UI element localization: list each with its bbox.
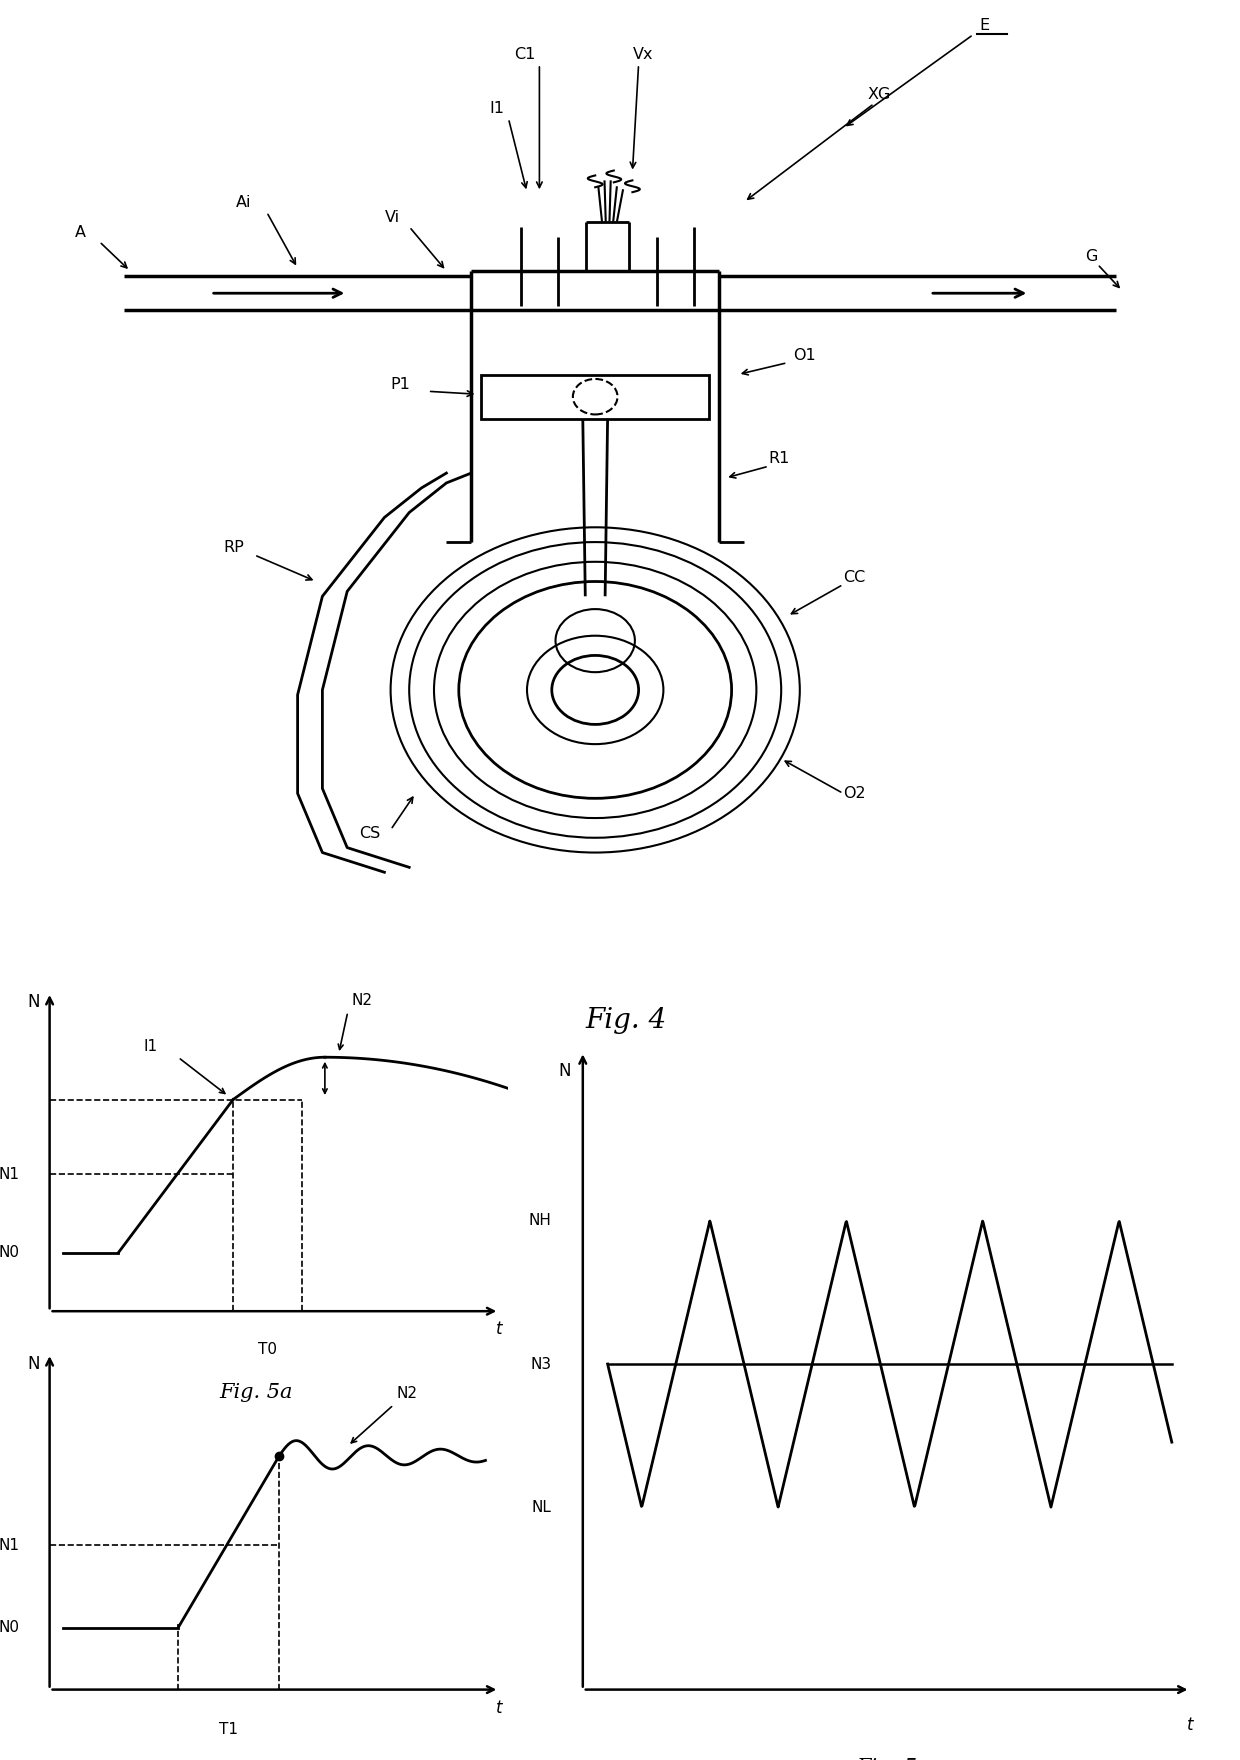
Text: t: t — [496, 1320, 502, 1338]
Text: Vx: Vx — [632, 48, 653, 62]
Text: T0: T0 — [258, 1341, 277, 1357]
Text: XG: XG — [868, 86, 892, 102]
Text: I1: I1 — [144, 1038, 157, 1054]
Text: R1: R1 — [769, 451, 790, 466]
Text: Ai: Ai — [236, 195, 250, 209]
Text: Fig. 5a: Fig. 5a — [219, 1383, 293, 1403]
Text: O1: O1 — [794, 348, 816, 363]
Text: t: t — [1187, 1716, 1194, 1734]
Text: E: E — [980, 18, 990, 33]
Text: T1: T1 — [219, 1723, 238, 1737]
Text: RP: RP — [223, 540, 244, 554]
Text: N0: N0 — [0, 1621, 20, 1635]
Text: t: t — [496, 1700, 502, 1718]
Text: CS: CS — [360, 825, 381, 841]
Text: P1: P1 — [391, 377, 410, 392]
Text: N: N — [27, 993, 40, 1010]
Text: N2: N2 — [397, 1385, 418, 1401]
Text: N0: N0 — [0, 1244, 20, 1260]
Text: G: G — [1085, 250, 1097, 264]
Text: A: A — [74, 225, 86, 239]
Text: N1: N1 — [0, 1538, 20, 1552]
Text: N2: N2 — [351, 993, 372, 1008]
Bar — [481, 375, 709, 419]
Text: N: N — [558, 1061, 570, 1081]
Text: N: N — [27, 1355, 40, 1373]
Text: I1: I1 — [490, 102, 505, 116]
Text: CC: CC — [843, 570, 866, 584]
Text: N3: N3 — [531, 1357, 552, 1371]
Text: C1: C1 — [515, 48, 536, 62]
Text: NL: NL — [532, 1500, 552, 1515]
Text: NH: NH — [529, 1213, 552, 1228]
Text: O2: O2 — [843, 787, 866, 801]
Text: Vi: Vi — [384, 209, 399, 225]
Text: Fig. 4: Fig. 4 — [585, 1007, 667, 1035]
Text: N1: N1 — [0, 1167, 20, 1183]
